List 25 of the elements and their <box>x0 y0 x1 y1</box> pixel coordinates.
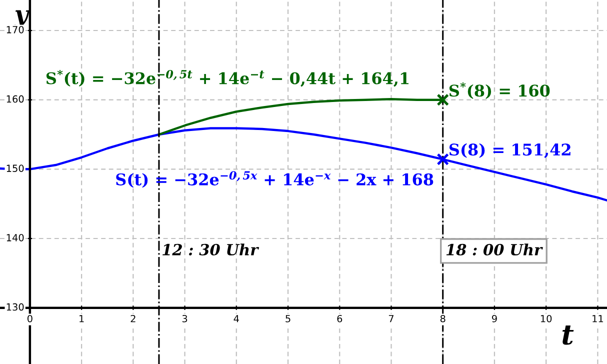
y-tick-label: 130 <box>6 303 24 311</box>
x-tick-label: 10 <box>540 314 552 322</box>
y-tick-label: 170 <box>6 26 24 34</box>
annotation: 18 : 00 Uhr <box>446 244 543 256</box>
y-tick-label: 160 <box>6 95 24 103</box>
line-series <box>0 127 607 202</box>
x-tick-label: 8 <box>440 314 446 322</box>
x-tick-label: 2 <box>130 314 136 322</box>
x-tick-label: 7 <box>388 315 394 322</box>
x-tick-label: 11 <box>592 315 603 322</box>
y-tick-label: 140 <box>6 234 24 242</box>
x-tick-label: 4 <box>234 315 239 322</box>
annotation: S$^{*}$(t) = −32e$^{−0,5t}$ + 14e$^{−t}$ − 0,44t + 164,1 <box>46 70 408 87</box>
annotation: 12 : 30 Uhr <box>162 244 260 256</box>
point <box>436 94 450 106</box>
x-axis-title: t <box>562 325 574 345</box>
x-tick-label: 3 <box>182 314 188 322</box>
x-tick-label: 5 <box>286 315 290 322</box>
annotation: S$^{*}$(8) = 160 <box>449 82 550 99</box>
point <box>436 153 450 166</box>
x-tick-label: 6 <box>337 314 342 322</box>
x-tick-label: 1 <box>80 315 84 322</box>
annotation: S(8) = 151,42 <box>449 143 570 158</box>
x-tick-label: 0 <box>27 314 32 322</box>
x-tick-label: 9 <box>492 314 497 322</box>
